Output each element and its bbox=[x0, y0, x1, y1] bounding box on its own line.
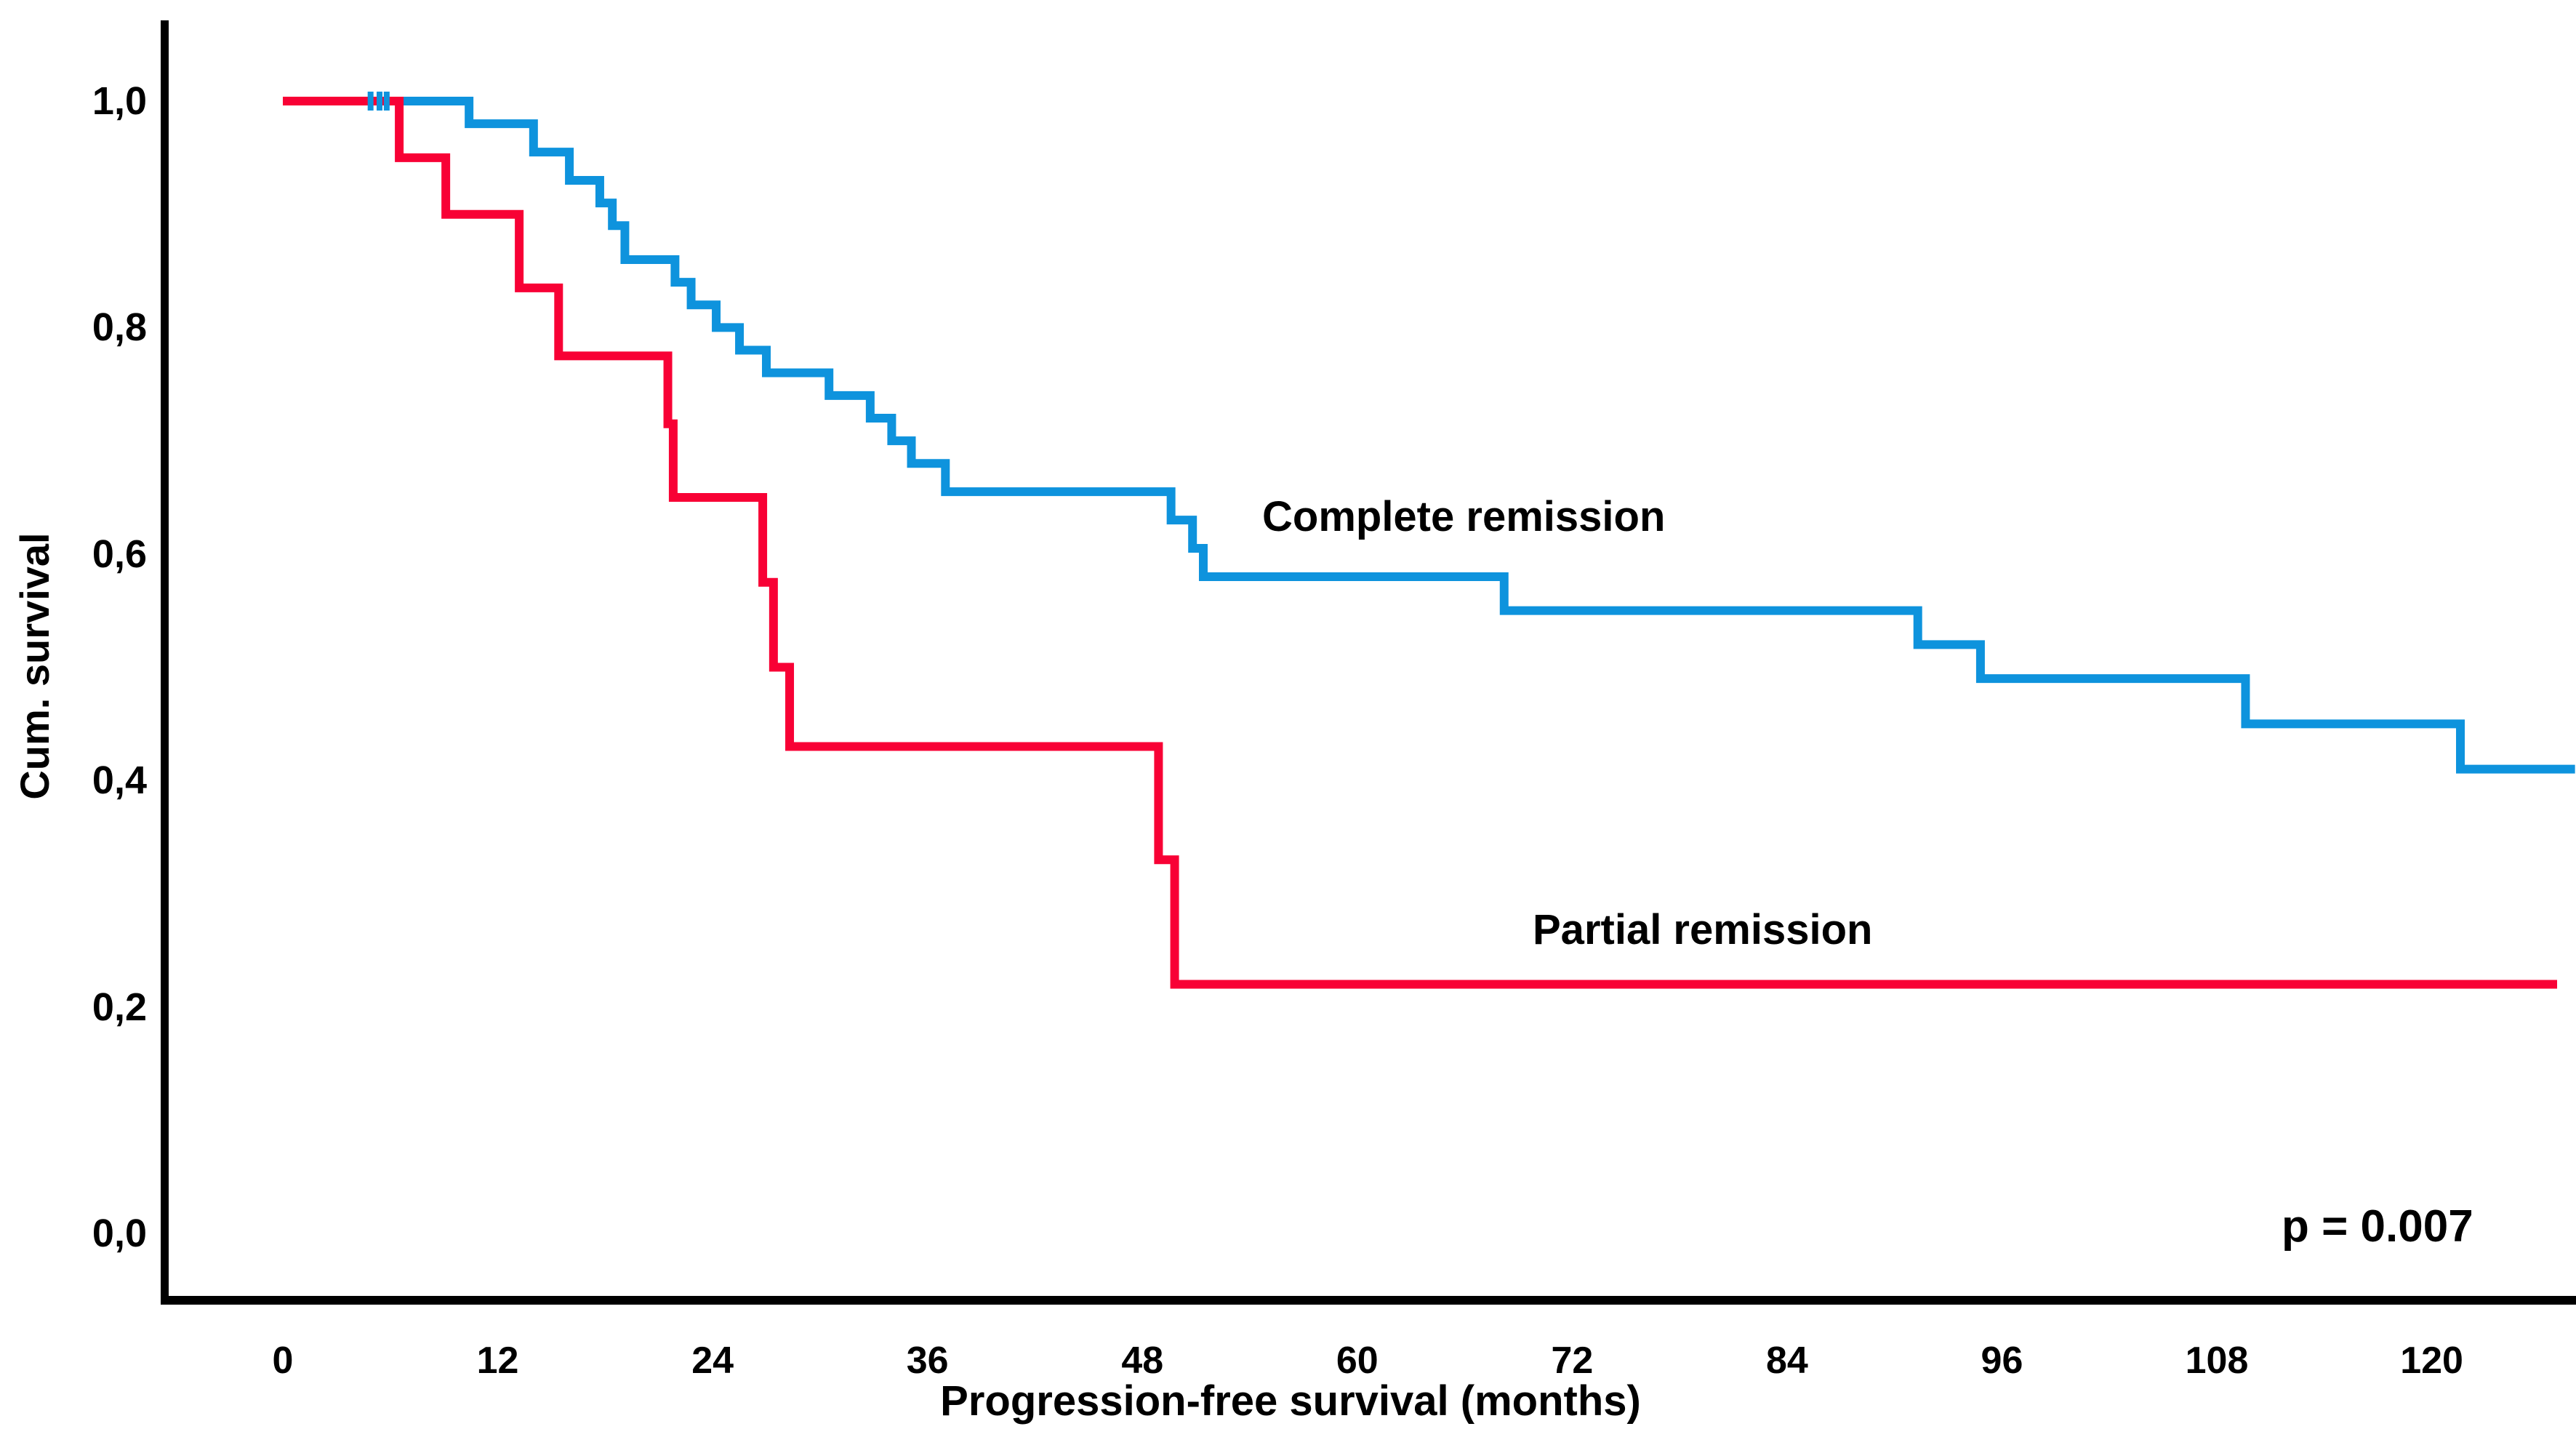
x-tick-label-72: 72 bbox=[1551, 1340, 1594, 1382]
p-value-annotation: p = 0.007 bbox=[2282, 1201, 2473, 1252]
x-axis-title: Progression-free survival (months) bbox=[940, 1377, 1641, 1425]
x-tick-label-84: 84 bbox=[1765, 1340, 1808, 1382]
complete-remission-censor-tick bbox=[383, 92, 390, 111]
y-tick-label-0,2: 0,2 bbox=[92, 985, 147, 1029]
y-tick-label-0,4: 0,4 bbox=[92, 758, 147, 803]
y-tick-label-0,6: 0,6 bbox=[92, 532, 147, 576]
complete-remission-label: Complete remission bbox=[1262, 493, 1666, 540]
x-tick-label-60: 60 bbox=[1336, 1340, 1379, 1382]
x-tick-label-24: 24 bbox=[691, 1340, 734, 1382]
y-tick-label-1,0: 1,0 bbox=[92, 79, 147, 123]
complete-remission-censor-tick bbox=[377, 92, 383, 111]
x-tick-label-12: 12 bbox=[476, 1340, 519, 1382]
x-tick-label-0: 0 bbox=[272, 1340, 294, 1382]
y-tick-label-0,0: 0,0 bbox=[92, 1212, 147, 1255]
x-tick-label-48: 48 bbox=[1121, 1340, 1164, 1382]
x-tick-label-120: 120 bbox=[2400, 1340, 2463, 1382]
complete-remission-curve bbox=[283, 97, 2575, 774]
partial-remission-label: Partial remission bbox=[1533, 906, 1873, 953]
x-axis-line bbox=[161, 1296, 2576, 1305]
y-tick-label-0,8: 0,8 bbox=[92, 305, 147, 350]
partial-remission-curve bbox=[283, 97, 2558, 989]
x-tick-label-96: 96 bbox=[1981, 1340, 2023, 1382]
y-axis-line bbox=[161, 20, 169, 1305]
y-axis-title: Cum. survival bbox=[12, 532, 57, 800]
complete-remission-censor-tick bbox=[367, 92, 374, 111]
x-tick-label-108: 108 bbox=[2185, 1340, 2249, 1382]
x-tick-label-36: 36 bbox=[906, 1340, 949, 1382]
